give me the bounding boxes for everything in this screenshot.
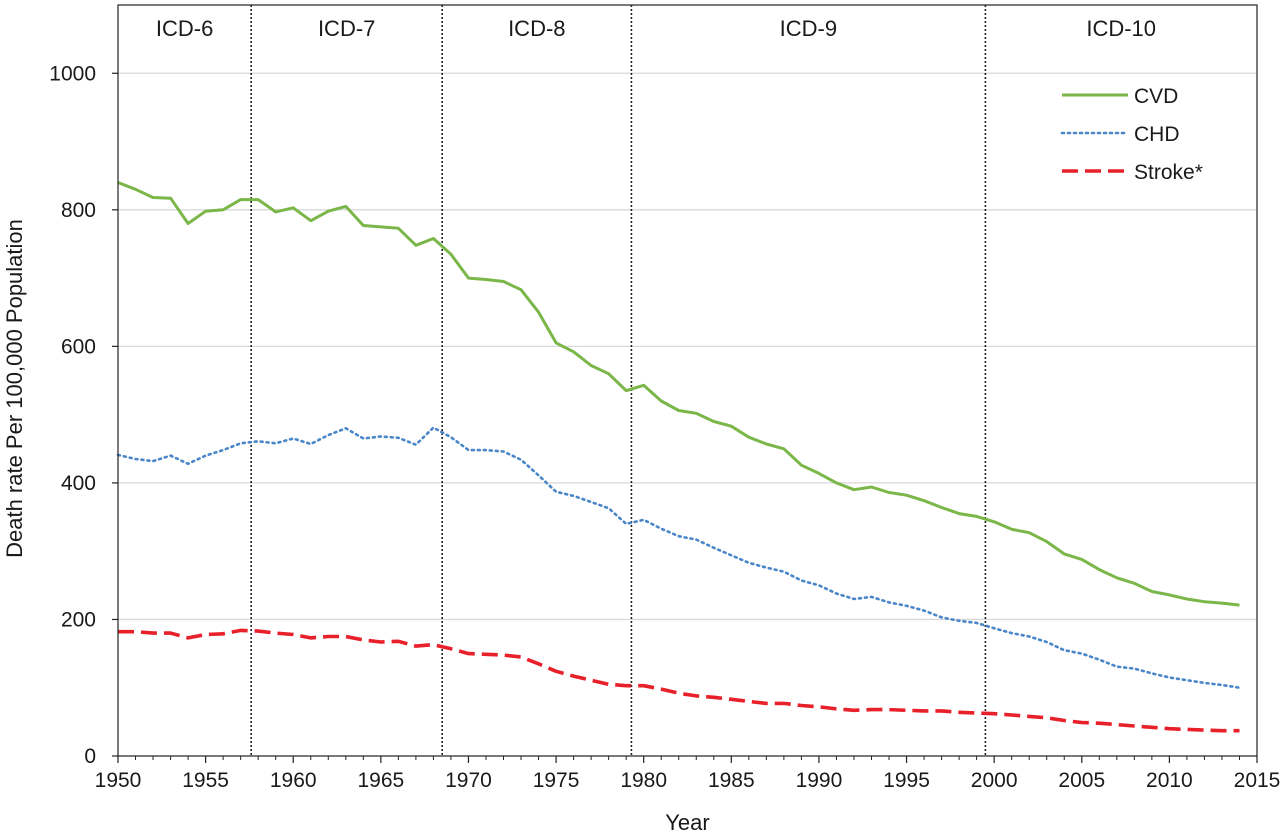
era-label-icd-8: ICD-8 xyxy=(508,16,565,41)
y-tick-label: 600 xyxy=(61,335,96,358)
x-tick-label: 1995 xyxy=(883,769,930,792)
series-line-stroke xyxy=(118,628,1240,733)
y-tick-label: 200 xyxy=(61,608,96,631)
x-tick-label: 1985 xyxy=(708,769,755,792)
x-tick-label: 2005 xyxy=(1058,769,1105,792)
series-line-chd xyxy=(116,426,1241,690)
x-tick-label: 2015 xyxy=(1234,769,1280,792)
y-axis-title: Death rate Per 100,000 Population xyxy=(2,219,27,558)
x-tick-label: 1965 xyxy=(357,769,404,792)
x-tick-label: 1955 xyxy=(182,769,229,792)
x-tick-label: 1970 xyxy=(445,769,492,792)
legend-label: CVD xyxy=(1134,85,1178,108)
x-axis-ticks: 1950 1955 1960 1965 1970 1975 1980 1985 1990 1995… xyxy=(95,756,1280,792)
x-tick-label: 1990 xyxy=(796,769,843,792)
x-tick-label: 2010 xyxy=(1146,769,1193,792)
y-tick-label: 400 xyxy=(61,472,96,495)
x-tick-label: 2000 xyxy=(971,769,1018,792)
y-tick-label: 0 xyxy=(84,745,96,768)
y-tick-label: 800 xyxy=(61,199,96,222)
y-axis-ticks: 0 200 400 600 800 1000 xyxy=(49,62,118,768)
legend-label: CHD xyxy=(1134,123,1180,146)
series-lines xyxy=(116,181,1241,733)
legend-label: Stroke* xyxy=(1134,161,1203,184)
icd-era-dividers: ICD-6 ICD-7 ICD-8 ICD-9 ICD-10 xyxy=(156,5,1156,756)
x-tick-label: 1975 xyxy=(533,769,580,792)
plot-frame xyxy=(117,4,1258,757)
x-tick-label: 1980 xyxy=(620,769,667,792)
era-label-icd-9: ICD-9 xyxy=(780,16,837,41)
legend: CVD CHD Stroke* xyxy=(1060,85,1203,184)
era-label-icd-6: ICD-6 xyxy=(156,16,213,41)
era-label-icd-10: ICD-10 xyxy=(1086,16,1156,41)
era-label-icd-7: ICD-7 xyxy=(318,16,375,41)
x-tick-label: 1950 xyxy=(95,769,142,792)
gridlines xyxy=(118,72,1257,621)
series-line-cvd xyxy=(117,181,1240,607)
y-tick-label: 1000 xyxy=(49,62,96,85)
x-axis-title: Year xyxy=(665,810,709,833)
x-tick-label: 1960 xyxy=(270,769,317,792)
